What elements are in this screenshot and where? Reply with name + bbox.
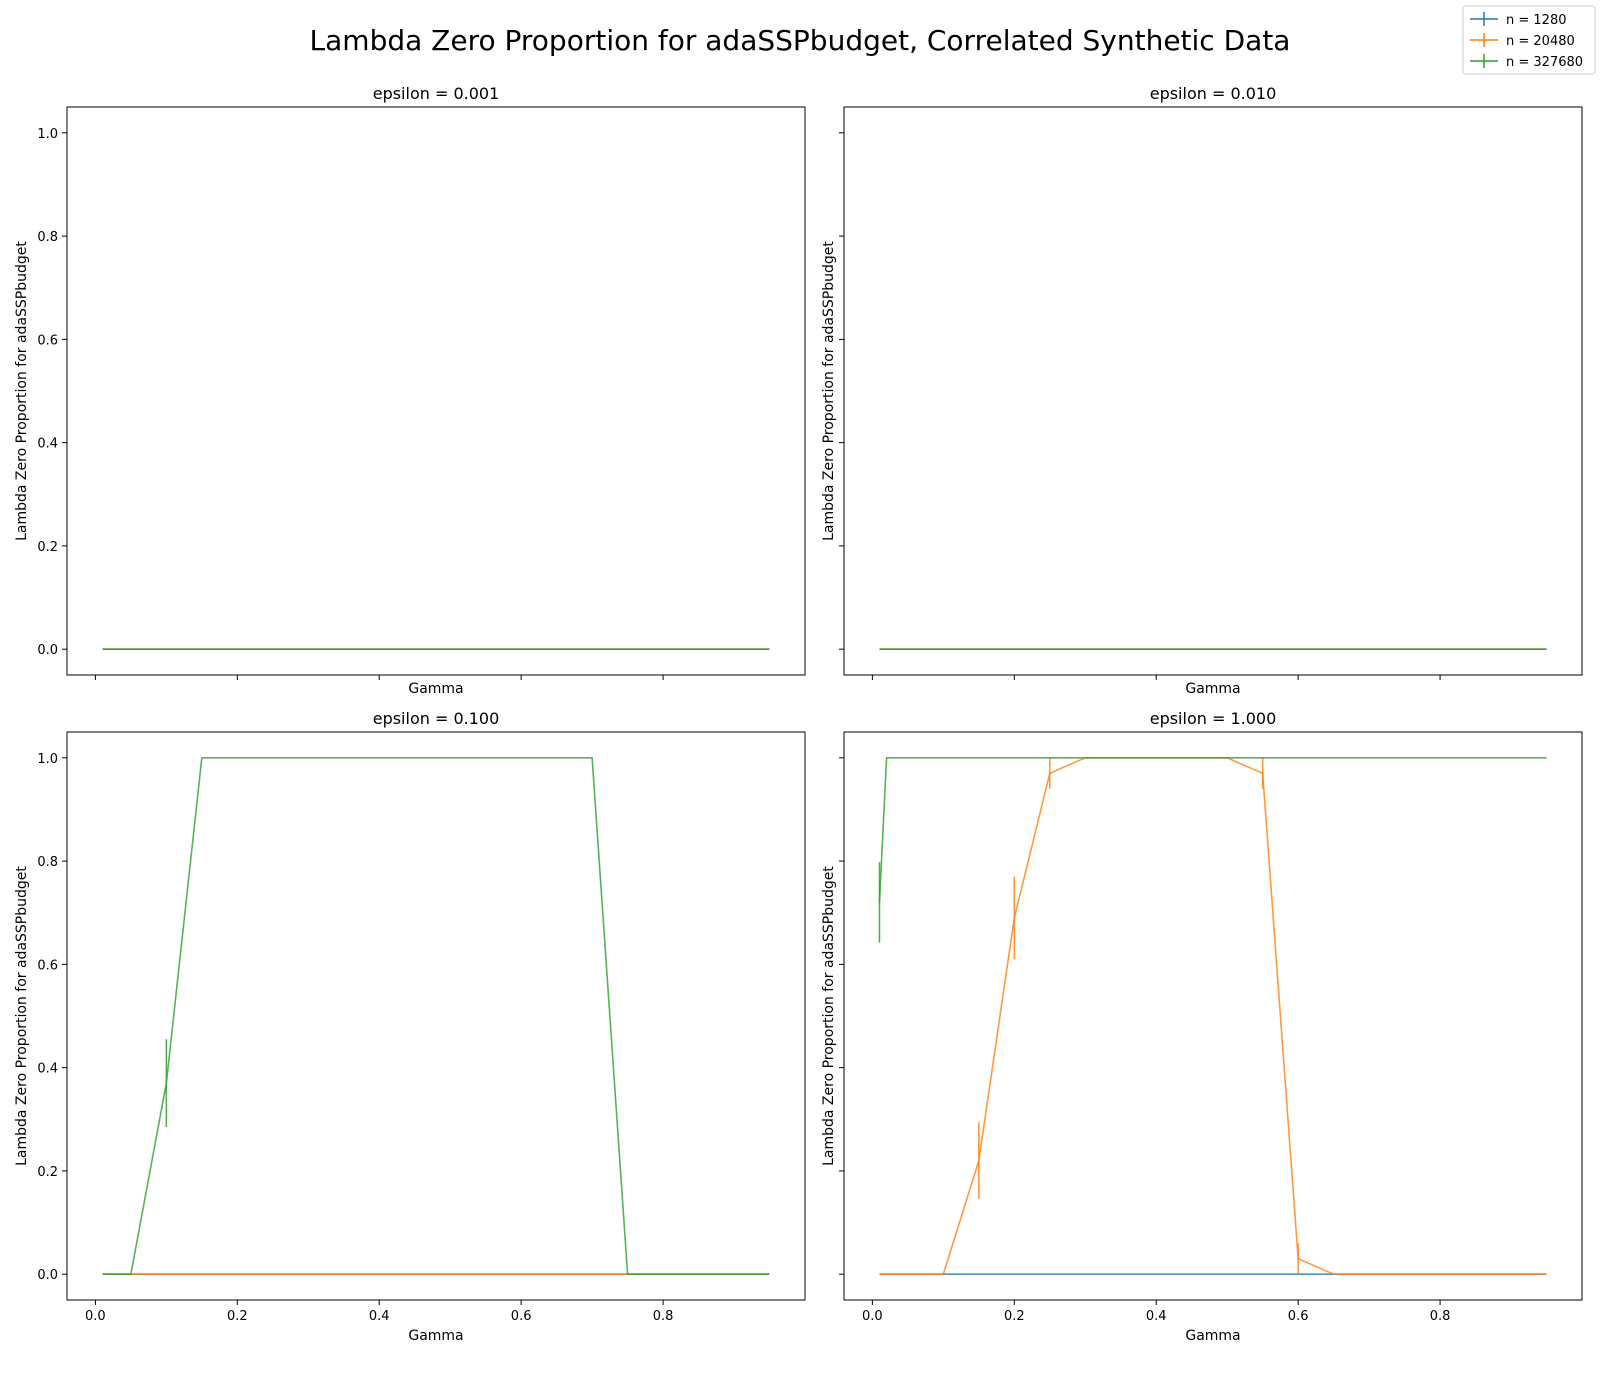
x-tick-label-2-4: 0.8 [653,1309,674,1324]
y-tick-label-0-5: 1.0 [37,127,58,142]
subplots-grid: epsilon = 0.001 0.0 0.2 0.4 0.6 0.8 1.0 Gamma La… [14,84,1583,1344]
legend-entry-1: n = 20480 [1470,33,1575,49]
y-tick-label-2-0: 0.0 [37,1268,58,1283]
y-tick-label-0-0: 0.0 [37,643,58,658]
subplot-title-1: epsilon = 0.010 [1150,84,1277,103]
y-tick-label-0-1: 0.2 [37,540,58,555]
legend-frame [1462,5,1596,75]
legend-label-2: n = 327680 [1506,55,1583,70]
y-tick-label-2-5: 1.0 [37,752,58,767]
axes-frame-2 [66,731,806,1301]
x-axis-label-3: Gamma [1185,1328,1240,1344]
y-tick-label-2-3: 0.6 [37,958,58,973]
legend-label-1: n = 20480 [1506,34,1575,49]
y-axis-label-0: Lambda Zero Proportion for adaSSPbudget [14,241,30,541]
x-tick-label-2-3: 0.6 [511,1309,532,1324]
x-axis-label-0: Gamma [408,681,463,697]
x-tick-label-3-4: 0.8 [1430,1309,1451,1324]
x-tick-label-2-1: 0.2 [227,1309,248,1324]
subplot-3: epsilon = 1.000 0.0 0.2 0.4 0.6 0.8 Gamma Lambd… [821,709,1583,1344]
y-axis-label-2: Lambda Zero Proportion for adaSSPbudget [14,866,30,1166]
x-tick-label-2-2: 0.4 [369,1309,390,1324]
x-axis-label-2: Gamma [408,1328,463,1344]
subplot-0: epsilon = 0.001 0.0 0.2 0.4 0.6 0.8 1.0 Gamma La… [14,84,806,697]
subplot-title-2: epsilon = 0.100 [373,709,500,728]
y-axis-label-3: Lambda Zero Proportion for adaSSPbudget [821,866,837,1166]
y-tick-label-0-4: 0.8 [37,230,58,245]
x-tick-label-3-1: 0.2 [1004,1309,1025,1324]
figure-title: Lambda Zero Proportion for adaSSPbudget,… [310,24,1291,57]
legend-entry-0: n = 1280 [1470,12,1566,28]
subplot-1: epsilon = 0.010 Gamma Lambda Zero Proporti… [821,84,1583,697]
y-tick-label-0-3: 0.6 [37,333,58,348]
series-line-2-2 [102,757,770,1275]
x-tick-label-2-0: 0.0 [85,1309,106,1324]
x-tick-label-3-2: 0.4 [1146,1309,1167,1324]
series-line-3-2 [878,757,1547,903]
series-group-2 [102,757,770,1275]
x-axis-label-1: Gamma [1185,681,1240,697]
y-tick-label-0-2: 0.4 [37,437,58,452]
x-tick-label-3-3: 0.6 [1288,1309,1309,1324]
y-axis-label-1: Lambda Zero Proportion for adaSSPbudget [821,241,837,541]
legend-label-0: n = 1280 [1506,13,1566,28]
axes-frame-0 [66,106,806,676]
legend-entry-2: n = 327680 [1470,54,1583,70]
axes-frame-3 [843,731,1583,1301]
subplot-title-3: epsilon = 1.000 [1150,709,1277,728]
legend: n = 1280 n = 20480 n = 327680 [1462,5,1596,75]
y-tick-label-2-1: 0.2 [37,1165,58,1180]
axes-frame-1 [843,106,1583,676]
y-tick-label-2-2: 0.4 [37,1062,58,1077]
y-tick-label-2-4: 0.8 [37,855,58,870]
x-tick-label-3-0: 0.0 [862,1309,883,1324]
subplot-title-0: epsilon = 0.001 [373,84,500,103]
series-group-3 [878,757,1547,1275]
subplot-2: epsilon = 0.100 0.0 0.2 0.4 0.6 0.8 0.0 0.2 0.4 0… [14,709,806,1344]
